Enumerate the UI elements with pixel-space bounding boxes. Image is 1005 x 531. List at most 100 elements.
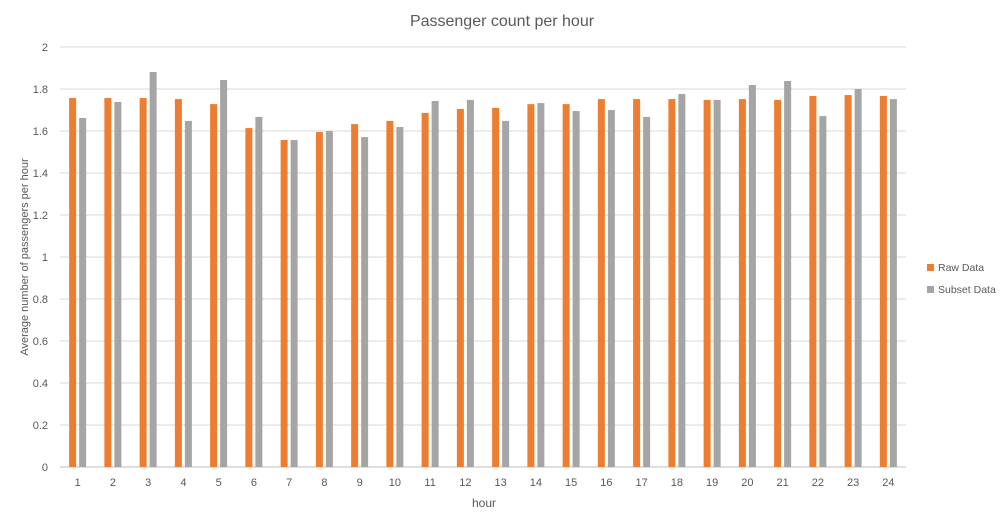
category-group (774, 81, 792, 468)
bar-subset-data (819, 116, 827, 467)
bar-subset-data (713, 99, 721, 468)
category-group (351, 124, 369, 467)
x-tick-label: 11 (424, 477, 435, 489)
x-tick-label: 14 (530, 477, 542, 489)
x-tick-label: 15 (565, 477, 577, 489)
bar-subset-data (748, 85, 756, 467)
x-tick-label: 22 (812, 477, 824, 489)
bar-raw-data (844, 95, 852, 467)
bar-raw-data (774, 99, 782, 468)
legend-label: Raw Data (938, 262, 984, 274)
x-tick-label: 6 (251, 477, 257, 489)
bar-subset-data (79, 117, 87, 467)
bar-raw-data (527, 104, 535, 468)
y-tick-label: 0 (42, 462, 48, 474)
legend-item: Subset Data (927, 284, 996, 296)
x-tick-label: 17 (636, 477, 648, 489)
x-tick-label: 1 (75, 477, 81, 489)
category-group (386, 120, 404, 468)
chart-title: Passenger count per hour (410, 13, 595, 30)
x-tick-label: 7 (286, 477, 292, 489)
category-group (492, 107, 510, 468)
x-tick-label: 4 (180, 477, 186, 489)
bar-subset-data (572, 111, 580, 468)
gridlines (60, 46, 906, 468)
bar-subset-data (502, 120, 510, 468)
bar-subset-data (396, 127, 404, 467)
x-tick-label: 18 (671, 477, 683, 489)
bar-raw-data (315, 132, 323, 468)
category-group (174, 99, 192, 468)
category-group (210, 79, 228, 468)
x-tick-label: 13 (495, 477, 507, 489)
bar-raw-data (738, 99, 746, 467)
bars (69, 71, 897, 468)
bar-subset-data (149, 71, 157, 468)
x-tick-label: 5 (216, 477, 222, 489)
y-tick-label: 0.2 (33, 420, 48, 432)
x-tick-label: 2 (110, 477, 116, 489)
bar-raw-data (104, 98, 112, 467)
x-tick-label: 23 (847, 477, 859, 489)
legend-item: Raw Data (927, 262, 984, 274)
y-axis-label: Average number of passengers per hour (19, 158, 31, 356)
category-group (527, 103, 545, 468)
y-tick-label: 1.2 (33, 210, 48, 222)
x-axis-ticks: 1 2 3 4 5 6 7 8 9 10 11 12 13 14 15 16 17 18 19 20 21 22 23 24 (75, 477, 895, 489)
y-tick-label: 1.8 (33, 84, 48, 96)
bar-raw-data (351, 124, 359, 467)
bar-subset-data (184, 120, 192, 468)
bar-raw-data (421, 112, 429, 467)
bar-raw-data (386, 120, 394, 468)
category-group (315, 131, 333, 468)
bar-raw-data (139, 98, 147, 467)
bar-subset-data (466, 99, 474, 468)
legend-label: Subset Data (938, 284, 996, 296)
bar-raw-data (280, 140, 288, 467)
y-tick-label: 2 (42, 42, 48, 54)
bar-raw-data (597, 99, 605, 467)
legend-swatch (927, 286, 934, 293)
bar-subset-data (643, 116, 651, 468)
bar-subset-data (361, 137, 369, 467)
y-tick-label: 1.6 (33, 126, 48, 138)
y-tick-label: 0.8 (33, 294, 48, 306)
bar-raw-data (809, 95, 817, 468)
x-tick-label: 20 (741, 477, 753, 489)
category-group (562, 104, 580, 468)
bar-subset-data (431, 100, 439, 467)
bar-subset-data (854, 89, 862, 467)
category-group (245, 116, 263, 468)
bar-subset-data (325, 131, 333, 467)
bar-subset-data (220, 79, 228, 467)
bar-raw-data (703, 99, 711, 468)
bar-subset-data (290, 140, 298, 467)
x-tick-label: 21 (777, 477, 789, 489)
bar-raw-data (879, 95, 887, 468)
bar-subset-data (114, 102, 122, 468)
x-tick-label: 3 (145, 477, 151, 489)
bar-subset-data (678, 94, 686, 467)
y-tick-label: 0.4 (33, 378, 48, 390)
x-tick-label: 8 (321, 477, 327, 489)
y-tick-label: 1 (42, 252, 48, 264)
category-group (844, 89, 862, 467)
category-group (456, 99, 474, 468)
category-group (738, 85, 756, 467)
category-group (809, 95, 827, 468)
bar-raw-data (492, 107, 500, 468)
bar-raw-data (668, 99, 676, 467)
legend-swatch (927, 264, 934, 271)
bar-raw-data (562, 104, 570, 468)
bar-subset-data (607, 110, 615, 467)
bar-raw-data (210, 104, 218, 468)
bar-subset-data (784, 81, 792, 468)
y-tick-label: 0.6 (33, 336, 48, 348)
x-tick-label: 24 (882, 477, 894, 489)
category-group (668, 94, 686, 467)
bar-subset-data (889, 99, 897, 467)
bar-raw-data (69, 98, 77, 467)
bar-raw-data (456, 108, 464, 467)
